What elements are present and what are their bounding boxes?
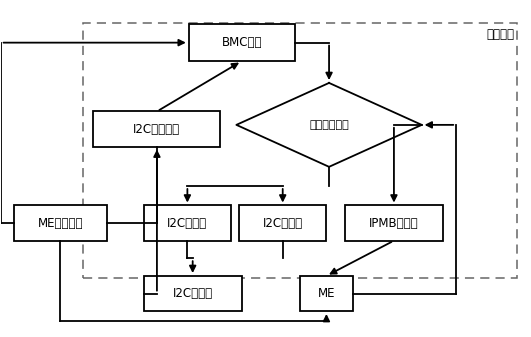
Text: 通信模块: 通信模块	[486, 28, 515, 40]
Text: I2C从设备: I2C从设备	[173, 287, 213, 300]
Bar	[300, 276, 353, 311]
Text: ME传输数据: ME传输数据	[38, 217, 83, 229]
Text: I2C返回数据: I2C返回数据	[133, 123, 181, 135]
Text: I2C读指令: I2C读指令	[167, 217, 208, 229]
Bar	[239, 206, 327, 241]
Text: 检测总线信号: 检测总线信号	[309, 120, 349, 130]
Text: I2C写指令: I2C写指令	[263, 217, 303, 229]
Bar	[14, 206, 107, 241]
Bar	[345, 206, 443, 241]
Text: BMC内核: BMC内核	[221, 36, 262, 49]
Text: IPMB写指令: IPMB写指令	[369, 217, 419, 229]
Text: ME: ME	[318, 287, 335, 300]
Bar	[189, 24, 295, 61]
Bar	[144, 206, 231, 241]
Bar	[93, 112, 220, 147]
Bar	[144, 276, 242, 311]
Bar	[83, 23, 517, 278]
Polygon shape	[236, 83, 422, 167]
